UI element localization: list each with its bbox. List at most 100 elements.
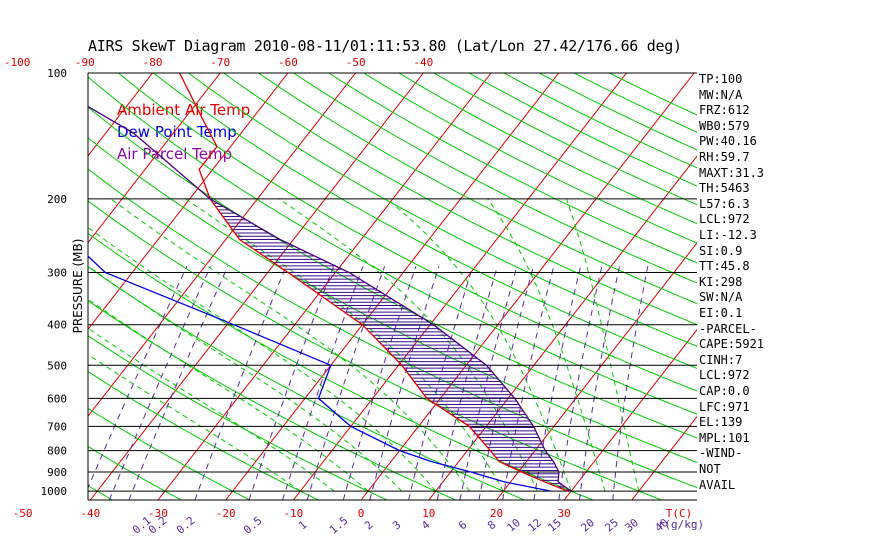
mixing-ratio-line bbox=[612, 266, 649, 500]
pressure-tick-label: 500 bbox=[47, 359, 67, 372]
ambient-temp-profile bbox=[179, 73, 568, 492]
dry-adiabat-line bbox=[327, 73, 697, 264]
isotherm-line bbox=[631, 415, 697, 500]
parcel-section-header: -PARCEL- bbox=[699, 321, 757, 336]
dry-adiabat-line bbox=[362, 73, 697, 244]
bottom-temp-tick-label: -30 bbox=[148, 507, 168, 520]
index-parcel-lcl: LCL:972 bbox=[699, 368, 750, 383]
index-th: TH:5463 bbox=[699, 181, 750, 196]
mixing-ratio-tick-label: 8 bbox=[485, 518, 498, 532]
mixing-ratio-line bbox=[282, 266, 364, 500]
dry-adiabat-line bbox=[88, 300, 456, 500]
isotherm-line bbox=[428, 155, 697, 500]
mixing-ratio-tick-label: 0.5 bbox=[241, 514, 265, 537]
isotherm-line bbox=[88, 73, 289, 331]
top-temp-tick-label: -90 bbox=[75, 56, 95, 69]
isotherm-line bbox=[0, 73, 17, 500]
index-li: LI:-12.3 bbox=[699, 228, 757, 242]
dry-adiabat-line bbox=[0, 64, 44, 500]
mixing-ratio-line bbox=[108, 266, 211, 500]
mixing-ratio-line bbox=[436, 266, 498, 500]
mixing-ratio-tick-label: 12 bbox=[525, 516, 544, 534]
pressure-tick-label: 900 bbox=[47, 466, 67, 479]
isotherm-line bbox=[88, 73, 221, 244]
x-axis-label-temp: T(C) bbox=[666, 507, 693, 520]
mixing-ratio-line bbox=[558, 266, 603, 500]
index-tp: TP:100 bbox=[699, 72, 743, 86]
dry-adiabat-line bbox=[88, 266, 525, 500]
x-axis-label-mixing: r(g/kg) bbox=[658, 518, 704, 531]
dry-adiabat-line bbox=[152, 73, 697, 369]
index-ei: EI:0.1 bbox=[699, 306, 743, 320]
top-temp-tick-label: -80 bbox=[143, 56, 163, 69]
isotherm-line bbox=[563, 328, 697, 500]
isotherm-line bbox=[88, 73, 153, 157]
bottom-temp-tick-label: 0 bbox=[358, 507, 365, 520]
mixing-ratio-line bbox=[342, 266, 417, 500]
dry-adiabat-line bbox=[88, 370, 319, 500]
dry-adiabat-line bbox=[88, 407, 250, 500]
mixing-ratio-tick-label: 25 bbox=[602, 516, 621, 534]
mixing-ratio-tick-label: 3 bbox=[390, 518, 403, 532]
mixing-ratio-tick-label: 0.2 bbox=[174, 514, 198, 537]
bottom-temp-tick-label: -20 bbox=[216, 507, 236, 520]
mixing-ratio-line bbox=[478, 266, 534, 500]
mixing-ratio-line bbox=[502, 266, 555, 500]
dry-adiabat-line bbox=[117, 73, 697, 392]
dry-adiabat-line bbox=[88, 335, 388, 500]
bottom-temp-tick-label: 10 bbox=[422, 507, 435, 520]
index-mw: MW:N/A bbox=[699, 87, 743, 102]
index-l57: L57:6.3 bbox=[699, 196, 750, 211]
pressure-tick-label: 300 bbox=[47, 267, 67, 280]
bottom-temp-tick-label: -10 bbox=[283, 507, 303, 520]
mixing-ratio-line bbox=[194, 266, 287, 500]
dry-adiabat-line bbox=[538, 73, 697, 151]
top-temp-tick-label: -40 bbox=[413, 56, 433, 69]
moist-adiabat-line bbox=[278, 198, 538, 492]
top-temp-tick-label: -60 bbox=[278, 56, 298, 69]
dry-adiabat-line bbox=[88, 485, 113, 500]
top-temp-tick-label: -70 bbox=[210, 56, 230, 69]
dry-adiabat-line bbox=[292, 73, 697, 284]
index-lfc: LFC:971 bbox=[699, 399, 750, 414]
mixing-ratio-line bbox=[88, 266, 188, 489]
mixing-ratio-line bbox=[459, 266, 518, 500]
index-pw: PW:40.16 bbox=[699, 134, 757, 149]
index-el: EL:139 bbox=[699, 415, 743, 430]
mixing-ratio-tick-label: 4 bbox=[419, 518, 433, 532]
wind-avail-label: AVAIL bbox=[699, 477, 736, 492]
pressure-tick-label: 600 bbox=[47, 392, 67, 405]
pressure-tick-label: 100 bbox=[47, 67, 67, 80]
dry-adiabat-line bbox=[257, 73, 697, 305]
mixing-ratio-line bbox=[369, 266, 440, 500]
index-wb0: WB0:579 bbox=[699, 118, 750, 133]
pressure-tick-label: 400 bbox=[47, 319, 67, 332]
mixing-ratio-tick-label: 20 bbox=[578, 516, 597, 534]
index-si: SI:0.9 bbox=[699, 243, 743, 258]
isotherm-line bbox=[360, 73, 695, 500]
top-temp-tick-label: -100 bbox=[4, 56, 31, 69]
index-mpl: MPL:101 bbox=[699, 430, 750, 445]
legend-ambient-temp: Ambient Air Temp bbox=[117, 101, 251, 119]
index-cinh: CINH:7 bbox=[699, 352, 743, 367]
index-ki: KI:298 bbox=[699, 274, 743, 289]
mixing-ratio-line bbox=[128, 266, 229, 500]
dry-adiabat-line bbox=[88, 137, 697, 463]
legend-air-parcel-temp: Air Parcel Temp bbox=[117, 145, 233, 163]
mixing-ratio-tick-label: 30 bbox=[622, 516, 641, 534]
index-cap: CAP:0.0 bbox=[699, 384, 750, 398]
mixing-ratio-tick-label: 1.5 bbox=[327, 514, 351, 537]
bottom-temp-tick-label: 30 bbox=[558, 507, 571, 520]
chart-title: AIRS SkewT Diagram 2010-08-11/01:11:53.8… bbox=[88, 37, 682, 55]
bottom-temp-tick-label: 20 bbox=[490, 507, 503, 520]
bottom-temp-tick-label: -40 bbox=[80, 507, 100, 520]
index-rh: RH:59.7 bbox=[699, 150, 750, 164]
mixing-ratio-line bbox=[579, 266, 620, 500]
index-lcl: LCL:972 bbox=[699, 212, 750, 227]
moist-adiabat-line bbox=[88, 298, 369, 492]
mixing-ratio-tick-label: 1 bbox=[296, 518, 309, 532]
index-maxt: MAXT:31.3 bbox=[699, 165, 765, 180]
index-sw: SW:N/A bbox=[699, 290, 743, 305]
isotherm-line bbox=[89, 73, 424, 500]
